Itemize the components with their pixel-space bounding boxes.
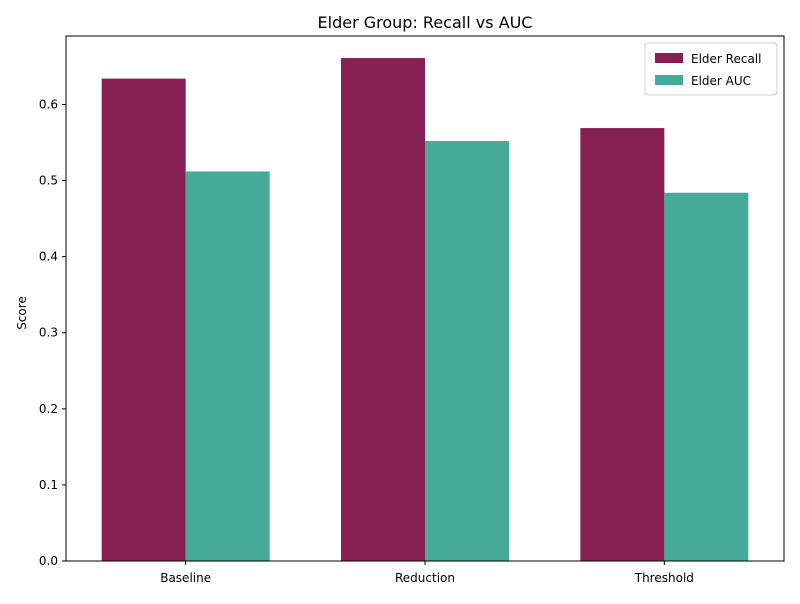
legend: Elder Recall Elder AUC: [644, 42, 778, 96]
legend-label: Elder Recall: [691, 52, 761, 66]
y-tick-label: 0.3: [39, 326, 58, 340]
bar-reduction-elder-recall: [341, 58, 425, 561]
legend-swatch: [655, 53, 683, 63]
bar-reduction-elder-auc: [425, 141, 509, 561]
axes-group: 0.0 0.1 0.2 0.3 0.4 0.5 0.6 Baseline Reduction Th…: [39, 35, 785, 585]
y-tick-label: 0.0: [39, 554, 58, 568]
x-tick-label-threshold: Threshold: [634, 571, 694, 585]
y-tick-label: 0.4: [39, 250, 58, 264]
bar-baseline-elder-recall: [101, 78, 186, 561]
y-tick-label: 0.2: [39, 402, 58, 416]
chart-title: Elder Group: Recall vs AUC: [318, 13, 533, 32]
legend-swatch: [655, 75, 683, 85]
x-tick-label-baseline: Baseline: [160, 571, 211, 585]
legend-label: Elder AUC: [691, 74, 751, 88]
y-tick-label: 0.1: [39, 478, 58, 492]
bar-threshold-elder-recall: [580, 128, 665, 561]
bars-group: [101, 58, 749, 561]
y-tick-label: 0.6: [39, 97, 58, 111]
bar-baseline-elder-auc: [185, 171, 270, 561]
bar-threshold-elder-auc: [664, 192, 749, 561]
x-tick-label-reduction: Reduction: [395, 571, 455, 585]
y-axis-label: Score: [15, 296, 29, 330]
y-tick-label: 0.5: [39, 174, 58, 188]
